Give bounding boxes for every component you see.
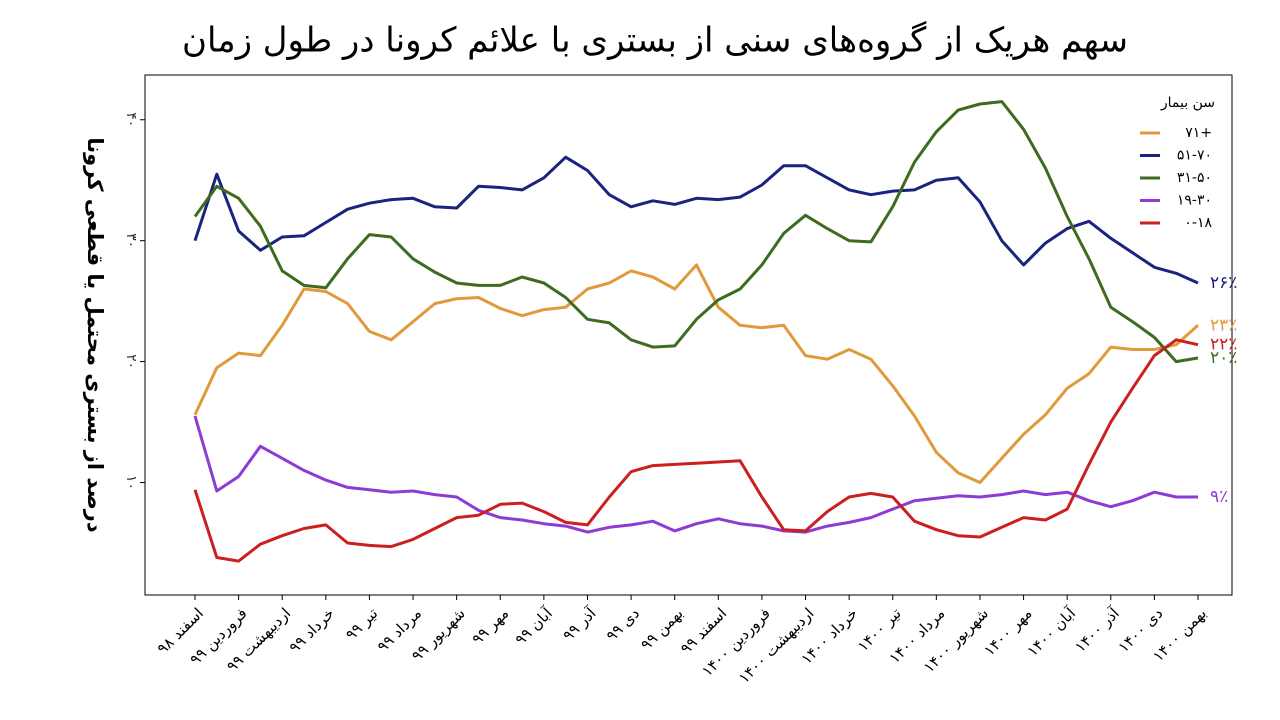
end-label: ۹٪ xyxy=(1210,487,1228,507)
y-tick-label: ۴۰ xyxy=(123,112,139,127)
series-line xyxy=(193,100,1199,364)
end-label: ۲۶٪ xyxy=(1210,273,1237,293)
legend-title: سن بیمار xyxy=(1160,95,1215,111)
series-line xyxy=(193,415,1198,534)
y-tick-label: ۲۰ xyxy=(123,354,139,369)
end-label: ۲۳٪ xyxy=(1210,315,1237,335)
legend-label: ۳۱-۵۰ xyxy=(1177,170,1212,186)
end-label: ۲۲٪ xyxy=(1210,335,1237,355)
series-line xyxy=(193,338,1199,563)
legend-label: ۷۱+ xyxy=(1185,125,1212,141)
end-label: ۲۰٪ xyxy=(1210,348,1237,368)
legend-label: ۰-۱۸ xyxy=(1184,215,1212,231)
series-line xyxy=(193,155,1199,285)
plot-frame xyxy=(144,74,1233,596)
series-line xyxy=(193,263,1199,484)
y-tick-label: ۱۰ xyxy=(123,475,139,490)
chart-title: سهم هریک از گروه‌های سنی از بستری با علا… xyxy=(182,21,1128,61)
legend-label: ۱۹-۳۰ xyxy=(1177,193,1212,209)
y-axis-label: درصد از بستری محتمل یا قطعی کرونا xyxy=(83,137,107,533)
legend-label: ۵۱-۷۰ xyxy=(1177,148,1212,164)
y-tick-label: ۳۰ xyxy=(123,233,139,248)
